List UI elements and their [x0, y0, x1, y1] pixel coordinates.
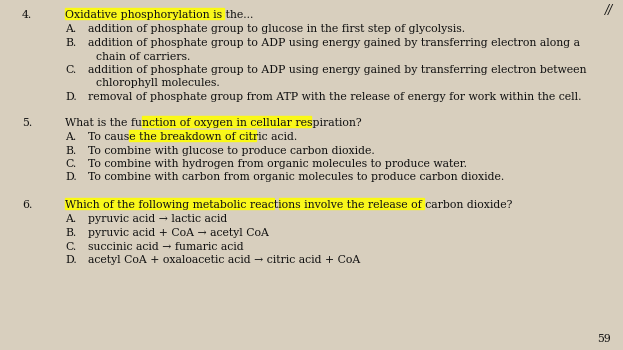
- Text: chlorophyll molecules.: chlorophyll molecules.: [96, 78, 220, 89]
- Text: To cause the breakdown of citric acid.: To cause the breakdown of citric acid.: [88, 132, 297, 142]
- Text: B.: B.: [65, 146, 76, 155]
- Text: To combine with carbon from organic molecules to produce carbon dioxide.: To combine with carbon from organic mole…: [88, 173, 504, 182]
- Text: C.: C.: [65, 159, 76, 169]
- Text: A.: A.: [65, 25, 76, 35]
- Text: B.: B.: [65, 228, 76, 238]
- Text: To combine with hydrogen from organic molecules to produce water.: To combine with hydrogen from organic mo…: [88, 159, 467, 169]
- Text: What is the function of oxygen in cellular respiration?: What is the function of oxygen in cellul…: [65, 118, 361, 127]
- Text: addition of phosphate group to ADP using energy gained by transferring electron : addition of phosphate group to ADP using…: [88, 38, 580, 48]
- Text: To combine with glucose to produce carbon dioxide.: To combine with glucose to produce carbo…: [88, 146, 375, 155]
- Text: Oxidative phosphorylation is the...: Oxidative phosphorylation is the...: [65, 10, 254, 20]
- Text: addition of phosphate group to glucose in the first step of glycolysis.: addition of phosphate group to glucose i…: [88, 25, 465, 35]
- Text: succinic acid → fumaric acid: succinic acid → fumaric acid: [88, 241, 244, 252]
- Text: D.: D.: [65, 255, 77, 265]
- Text: C.: C.: [65, 65, 76, 75]
- Text: chain of carriers.: chain of carriers.: [96, 51, 191, 62]
- Text: D.: D.: [65, 92, 77, 102]
- Text: pyruvic acid + CoA → acetyl CoA: pyruvic acid + CoA → acetyl CoA: [88, 228, 269, 238]
- Bar: [65, 198, 274, 209]
- Text: acetyl CoA + oxaloacetic acid → citric acid + CoA: acetyl CoA + oxaloacetic acid → citric a…: [88, 255, 360, 265]
- Text: Which of the following metabolic reactions involve the release of carbon dioxide: Which of the following metabolic reactio…: [65, 200, 512, 210]
- Text: 59: 59: [597, 334, 611, 344]
- Text: 6.: 6.: [22, 200, 32, 210]
- Text: addition of phosphate group to ADP using energy gained by transferring electron : addition of phosphate group to ADP using…: [88, 65, 586, 75]
- Bar: [65, 8, 224, 19]
- Text: B.: B.: [65, 38, 76, 48]
- Text: pyruvic acid → lactic acid: pyruvic acid → lactic acid: [88, 215, 227, 224]
- Text: D.: D.: [65, 173, 77, 182]
- Bar: [129, 130, 256, 141]
- Text: A.: A.: [65, 132, 76, 142]
- Bar: [142, 116, 311, 127]
- Text: //: //: [605, 4, 613, 17]
- Text: 4.: 4.: [22, 10, 32, 20]
- Text: A.: A.: [65, 215, 76, 224]
- Text: C.: C.: [65, 241, 76, 252]
- Text: removal of phosphate group from ATP with the release of energy for work within t: removal of phosphate group from ATP with…: [88, 92, 581, 102]
- Text: 5.: 5.: [22, 118, 32, 127]
- Bar: [279, 198, 424, 209]
